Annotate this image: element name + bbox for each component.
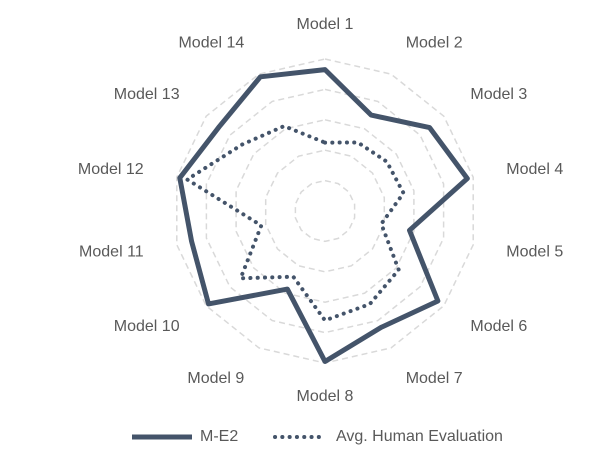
legend-label-series-1: M-E2	[200, 428, 239, 445]
gridline-ring	[205, 88, 445, 334]
axis-label-8: Model 8	[297, 388, 354, 405]
axis-label-10: Model 10	[114, 318, 180, 335]
axis-label-2: Model 2	[406, 35, 463, 52]
legend-item-series-1: M-E2	[132, 424, 238, 450]
legend-label-series-2: Avg. Human Evaluation	[336, 428, 503, 445]
legend-swatch-solid	[132, 434, 192, 440]
gridline-ring	[264, 149, 386, 273]
axis-label-14: Model 14	[178, 35, 244, 52]
axis-label-3: Model 3	[470, 86, 527, 103]
axis-labels: Model 1 Model 2 Model 3 Model 4 Model 5 Model…	[78, 16, 563, 405]
legend-item-series-2: Avg. Human Evaluation	[272, 424, 503, 450]
axis-label-12: Model 12	[78, 161, 144, 178]
gridline-ring	[294, 179, 356, 243]
legend: M-E2 Avg. Human Evaluation	[0, 424, 598, 450]
axis-label-7: Model 7	[406, 370, 463, 387]
axis-label-1: Model 1	[297, 16, 354, 33]
axis-label-5: Model 5	[506, 244, 563, 261]
series-line-1	[177, 67, 470, 364]
legend-swatch-dotted	[273, 435, 328, 439]
axis-label-9: Model 9	[187, 370, 244, 387]
axis-label-4: Model 4	[506, 161, 563, 178]
series-line-2	[185, 124, 406, 323]
axis-label-6: Model 6	[470, 318, 527, 335]
axis-label-11: Model 11	[79, 244, 144, 261]
gridline-ring	[235, 119, 415, 303]
radar-series	[177, 67, 470, 364]
axis-label-13: Model 13	[114, 86, 180, 103]
